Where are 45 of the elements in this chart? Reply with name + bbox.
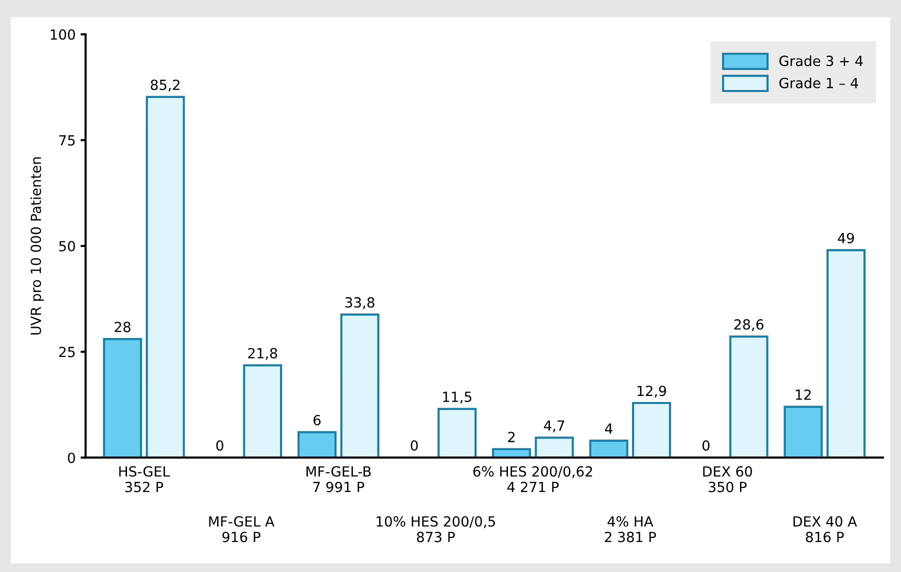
x-tick-label: DEX 40 A 816 P xyxy=(794,516,858,542)
data-label: 0 xyxy=(702,440,710,451)
bar xyxy=(438,408,477,458)
bar xyxy=(729,335,768,458)
data-label: 28 xyxy=(114,322,130,332)
y-axis-title: UVR pro 10 000 Patienten xyxy=(30,157,44,335)
data-label: 12 xyxy=(796,389,811,400)
x-tick-label: 6% HES 200/0,62 4 271 P xyxy=(473,466,592,492)
bar xyxy=(103,338,142,458)
bar xyxy=(589,440,628,458)
x-tick-label: DEX 60 350 P xyxy=(703,466,752,492)
x-tick-label: 10% HES 200/0,5 873 P xyxy=(376,516,495,542)
legend-label: Grade 1 – 4 xyxy=(779,78,858,88)
data-label: 49 xyxy=(838,232,854,244)
bar xyxy=(340,313,380,458)
bar xyxy=(534,436,574,458)
data-label: 21,8 xyxy=(248,348,278,360)
y-tick-label: 25 xyxy=(59,346,75,358)
bar xyxy=(146,96,185,458)
bar xyxy=(243,364,282,458)
data-label: 12,9 xyxy=(638,386,666,398)
data-label: 6 xyxy=(314,414,321,426)
legend-label: Grade 3 + 4 xyxy=(779,55,863,66)
data-label: 28,6 xyxy=(734,319,764,332)
y-tick-label: 0 xyxy=(68,452,75,464)
data-label: 2 xyxy=(508,432,515,442)
x-tick-label: MF-GEL-B 7 991 P xyxy=(306,466,371,492)
data-label: 4,7 xyxy=(544,420,564,432)
x-tick-label: MF-GEL A 916 P xyxy=(209,516,274,542)
bar xyxy=(298,431,337,458)
bar xyxy=(784,406,823,458)
y-tick-label: 100 xyxy=(50,29,75,40)
data-label: 0 xyxy=(410,440,418,451)
x-tick-label: HS-GEL 352 P xyxy=(119,466,170,492)
data-label: 85,2 xyxy=(150,80,180,92)
x-tick-label: 4% HA 2 381 P xyxy=(604,516,656,542)
y-tick-label: 75 xyxy=(59,135,75,146)
bar xyxy=(492,448,532,458)
bar xyxy=(826,249,866,458)
bar xyxy=(632,402,672,458)
data-label: 11,5 xyxy=(443,392,472,404)
data-label: 33,8 xyxy=(345,297,374,310)
data-label: 0 xyxy=(216,440,224,451)
y-tick-label: 50 xyxy=(59,240,75,252)
data-label: 4 xyxy=(605,423,612,434)
